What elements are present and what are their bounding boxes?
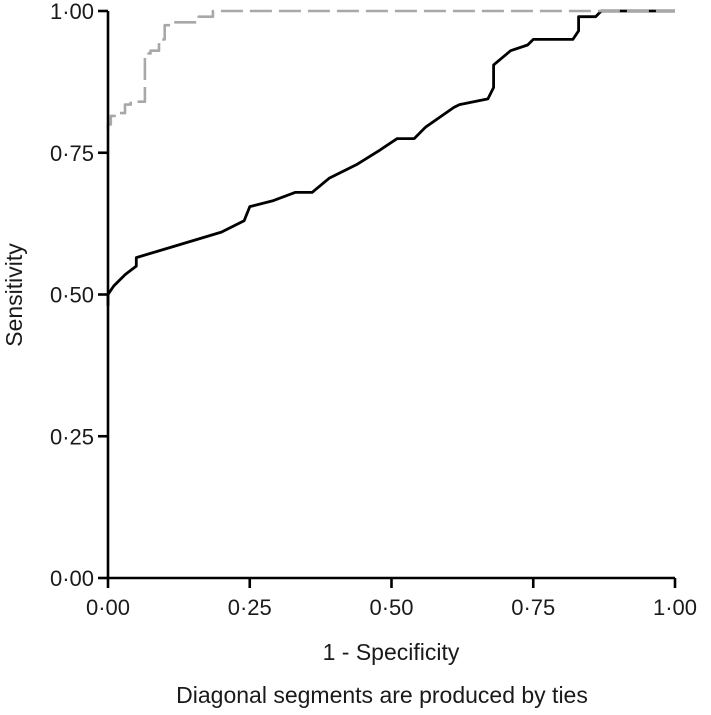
x-tick-label: 0·50 [369,595,413,620]
x-tick-label: 0·00 [86,595,130,620]
x-tick-label: 1·00 [653,595,697,620]
plot-area [106,9,675,306]
y-tick-label: 0·00 [50,566,94,591]
x-tick-label: 0·25 [228,595,272,620]
y-tick-label: 0·25 [50,424,94,449]
axes: 0·00 0·25 0·50 0·75 1·00 0·00 0·25 0·50 0·75 1·00 [50,0,697,620]
roc-curve-1 [106,9,675,306]
x-tick-label: 0·75 [511,595,555,620]
y-tick-label: 0·75 [50,141,94,166]
y-axis-label: Sensitivity [1,243,27,347]
x-axis-label: 1 - Specificity [323,639,460,665]
chart-caption: Diagonal segments are produced by ties [176,682,588,708]
y-tick-label: 0·50 [50,283,94,308]
y-tick-label: 1·00 [50,0,94,24]
labels: 1 - Specificity Sensitivity Diagonal seg… [1,243,588,708]
roc-curve-2 [106,9,675,131]
